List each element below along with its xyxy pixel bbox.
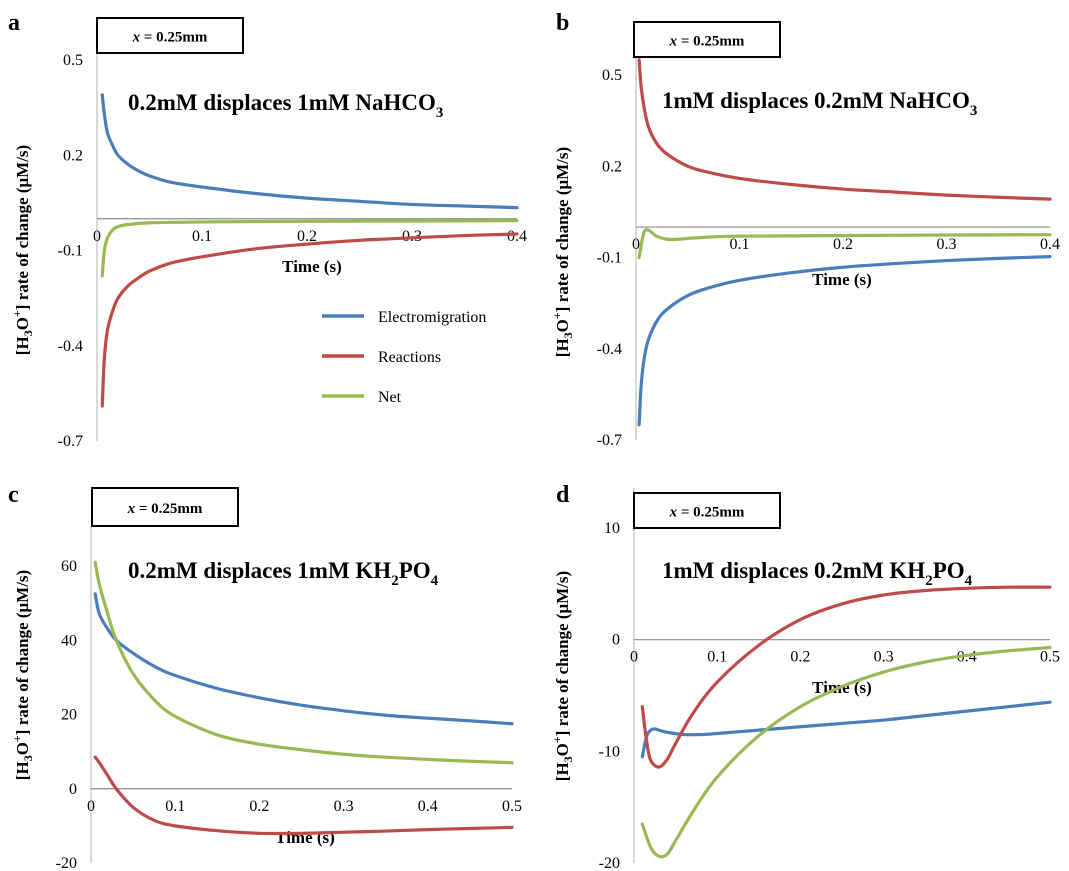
chart-title: 1mM displaces 0.2mM KH2PO4 — [662, 558, 973, 589]
position-variable: x — [132, 30, 141, 46]
chart-title: 1mM displaces 0.2mM NaHCO3 — [662, 88, 977, 119]
x-tick-label: 0.2 — [249, 798, 269, 815]
x-tick-label: 0.2 — [297, 228, 317, 245]
chart-title: 0.2mM displaces 1mM KH2PO4 — [128, 558, 439, 589]
panel-letter: c — [8, 482, 19, 508]
y-axis-title: [H3O+] rate of change (μM/s) — [550, 571, 575, 781]
position-value: = 0.25mm — [677, 505, 745, 521]
x-tick-label: 0.3 — [937, 236, 957, 253]
y-tick-label: -20 — [599, 855, 620, 871]
x-axis-title: Time (s) — [812, 270, 872, 289]
chart-panel-b: b 0.5 0.2 -0.1 -0.4 -0.7 0 0.1 0.2 0.3 0.4 Time (s)… — [550, 10, 1060, 449]
position-box — [91, 487, 239, 527]
position-label: x = 0.25mm — [127, 501, 203, 517]
panel-letter: b — [556, 10, 569, 36]
y-tick-label: 20 — [61, 707, 77, 724]
series-line-reactions — [100, 232, 519, 408]
x-tick-label: 0 — [632, 236, 640, 253]
y-tick-label: -0.7 — [58, 433, 83, 450]
position-box — [633, 21, 781, 58]
panel-letter: d — [556, 482, 570, 508]
position-box — [633, 492, 781, 529]
panel-letter: a — [8, 10, 20, 36]
position-variable: x — [669, 34, 678, 50]
x-tick-label: 0.1 — [192, 228, 212, 245]
x-tick-label: 0.4 — [957, 649, 977, 666]
position-value: = 0.25mm — [677, 34, 745, 50]
series-line-net — [100, 219, 519, 278]
position-value: = 0.25mm — [135, 501, 203, 517]
x-tick-label: 0.1 — [165, 798, 185, 815]
y-tick-label: 0 — [69, 781, 77, 798]
x-axis-title: Time (s) — [275, 828, 335, 847]
x-tick-label: 0 — [93, 228, 101, 245]
y-tick-label: 0.5 — [602, 67, 622, 84]
chart-title: 0.2mM displaces 1mM NaHCO3 — [128, 90, 443, 121]
x-tick-label: 0.4 — [418, 798, 438, 815]
x-tick-label: 0 — [87, 798, 95, 815]
x-tick-label: 0.3 — [874, 649, 894, 666]
series-line-electromigration — [93, 592, 514, 726]
x-tick-label: 0.5 — [502, 798, 522, 815]
x-tick-label: 0.1 — [730, 236, 750, 253]
y-tick-label: 0.5 — [63, 52, 83, 69]
y-tick-label: -0.4 — [597, 341, 622, 358]
position-label: x = 0.25mm — [132, 30, 208, 46]
series-line-electromigration — [637, 254, 1052, 427]
legend-label: Net — [378, 389, 402, 406]
y-tick-label: 0.2 — [602, 158, 622, 175]
y-tick-label: -20 — [56, 855, 77, 871]
y-axis-title: [H3O+] rate of change (μM/s) — [10, 570, 35, 780]
x-tick-label: 0.3 — [334, 798, 354, 815]
legend-label: Reactions — [378, 349, 441, 366]
y-tick-label: -0.1 — [597, 250, 622, 267]
y-tick-label: 60 — [61, 558, 77, 575]
y-tick-label: 40 — [61, 632, 77, 649]
series-line-electromigration — [640, 700, 1052, 759]
position-variable: x — [669, 505, 678, 521]
y-tick-label: -0.1 — [58, 243, 83, 260]
y-tick-label: 0 — [612, 632, 620, 649]
x-tick-label: 0.2 — [833, 236, 853, 253]
y-tick-label: -0.7 — [597, 432, 622, 449]
series-line-net — [93, 560, 514, 765]
x-tick-label: 0.4 — [507, 228, 527, 245]
y-tick-label: -10 — [599, 743, 620, 760]
position-box — [96, 17, 244, 54]
x-tick-label: 0 — [630, 649, 638, 666]
x-tick-label: 0.5 — [1040, 649, 1060, 666]
y-tick-label: 10 — [604, 520, 620, 537]
series-line-reactions — [93, 755, 514, 836]
position-value: = 0.25mm — [140, 30, 208, 46]
series-line-electromigration — [100, 93, 519, 210]
series-line-reactions — [637, 58, 1052, 201]
x-tick-label: 0.4 — [1040, 236, 1060, 253]
position-label: x = 0.25mm — [669, 505, 745, 521]
series-line-reactions — [640, 585, 1052, 769]
series-line-net — [640, 645, 1052, 859]
y-tick-label: -0.4 — [58, 338, 83, 355]
chart-panel-c: c 60 40 20 0 -20 0 0.1 0.2 0.3 0.4 0.5 Time (s) [H3O+… — [8, 482, 522, 871]
position-variable: x — [127, 501, 136, 517]
position-label: x = 0.25mm — [669, 34, 745, 50]
series-line-net — [637, 228, 1052, 260]
y-axis-title: [H3O+] rate of change (μM/s) — [550, 147, 575, 357]
y-tick-label: 0.2 — [63, 147, 83, 164]
y-axis-title: [H3O+] rate of change (μM/s) — [10, 145, 35, 355]
legend-label: Electromigration — [378, 309, 486, 326]
x-axis-title: Time (s) — [282, 257, 342, 276]
x-tick-label: 0.2 — [790, 649, 810, 666]
x-tick-label: 0.1 — [707, 649, 727, 666]
